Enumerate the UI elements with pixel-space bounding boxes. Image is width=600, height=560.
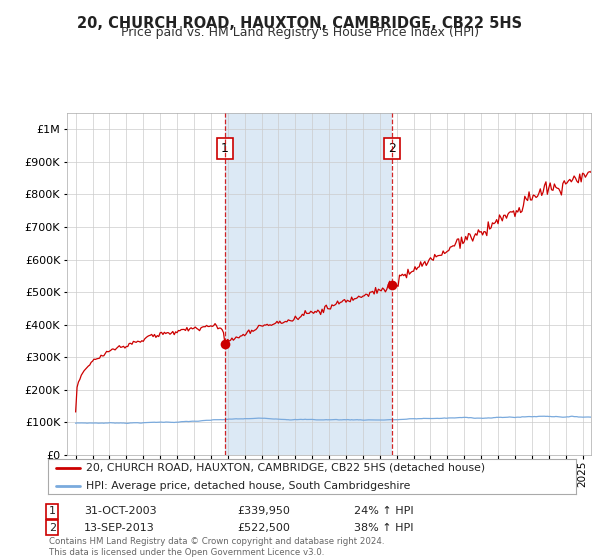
Text: 2: 2 [49,522,56,533]
Text: Price paid vs. HM Land Registry's House Price Index (HPI): Price paid vs. HM Land Registry's House … [121,26,479,39]
Text: 1: 1 [49,506,56,516]
Text: 20, CHURCH ROAD, HAUXTON, CAMBRIDGE, CB22 5HS: 20, CHURCH ROAD, HAUXTON, CAMBRIDGE, CB2… [77,16,523,31]
Text: 1: 1 [221,142,229,156]
Text: 13-SEP-2013: 13-SEP-2013 [84,522,155,533]
Bar [225,113,392,455]
Text: 20, CHURCH ROAD, HAUXTON, CAMBRIDGE, CB22 5HS (detached house): 20, CHURCH ROAD, HAUXTON, CAMBRIDGE, CB2… [86,463,485,473]
Text: £522,500: £522,500 [237,522,290,533]
Text: HPI: Average price, detached house, South Cambridgeshire: HPI: Average price, detached house, Sout… [86,481,410,491]
Text: 24% ↑ HPI: 24% ↑ HPI [354,506,413,516]
Text: 31-OCT-2003: 31-OCT-2003 [84,506,157,516]
Text: 38% ↑ HPI: 38% ↑ HPI [354,522,413,533]
Text: Contains HM Land Registry data © Crown copyright and database right 2024.
This d: Contains HM Land Registry data © Crown c… [49,537,385,557]
Text: 2: 2 [388,142,396,156]
Text: £339,950: £339,950 [237,506,290,516]
